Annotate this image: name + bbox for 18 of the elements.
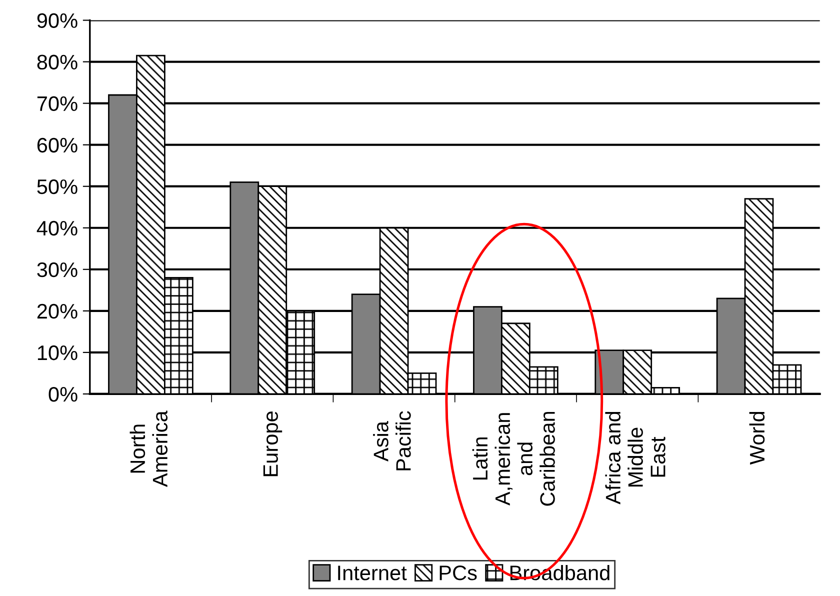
y-tick-label: 70%	[37, 96, 78, 112]
y-tick-label: 80%	[37, 54, 78, 70]
y-tick-label: 90%	[37, 13, 78, 28]
legend-label: Internet	[338, 566, 407, 580]
y-tick-label: 50%	[37, 179, 78, 194]
y-tick-label: 30%	[37, 262, 78, 278]
y-tick-label: 20%	[37, 304, 78, 319]
x-tick-label: Europe	[263, 412, 282, 476]
y-tick-label: 10%	[38, 345, 78, 360]
legend-label: PCs	[440, 566, 477, 580]
x-tick-label: Latin A,merican and Caribbean	[472, 412, 555, 506]
x-tick-label: Africa and Middle East	[605, 412, 666, 504]
x-tick-label: North America	[130, 410, 168, 487]
y-tick-label: 0%	[48, 386, 78, 402]
y-tick-label: 60%	[37, 138, 78, 153]
x-tick-label: Asia Pacific	[373, 411, 411, 470]
x-tick-label: World	[749, 412, 765, 465]
y-tick-label: 40%	[36, 220, 78, 236]
